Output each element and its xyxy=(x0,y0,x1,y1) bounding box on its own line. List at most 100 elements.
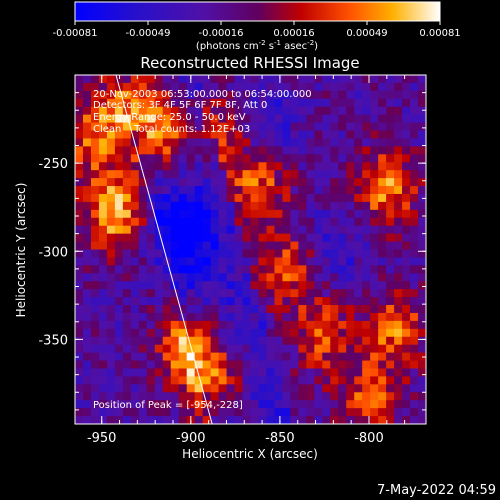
heatmap-cell xyxy=(346,416,355,424)
heatmap-cell xyxy=(346,146,355,155)
heatmap-cell xyxy=(370,336,379,346)
heatmap-cell xyxy=(178,162,188,171)
heatmap-cell xyxy=(90,352,100,362)
colorbar-tick-label: 0.00049 xyxy=(346,28,387,39)
heatmap-cell xyxy=(362,360,371,370)
heatmap-cell xyxy=(258,170,268,179)
heatmap-cell xyxy=(178,400,188,409)
heatmap-cell xyxy=(418,98,426,108)
heatmap-cell xyxy=(362,146,371,155)
heatmap-cell xyxy=(234,249,244,259)
heatmap-cell xyxy=(322,320,331,330)
heatmap-cell xyxy=(202,352,212,362)
heatmap-cell xyxy=(154,170,164,179)
heatmap-cell xyxy=(178,178,188,187)
heatmap-cell xyxy=(330,98,339,108)
heatmap-cell xyxy=(162,297,172,306)
heatmap-cell xyxy=(90,233,100,243)
heatmap-cell xyxy=(410,376,419,385)
heatmap-cell xyxy=(210,400,220,409)
heatmap-cell xyxy=(402,281,411,290)
heatmap-cell xyxy=(418,130,426,140)
heatmap-cell xyxy=(146,408,156,417)
heatmap-cell xyxy=(210,297,220,306)
heatmap-cell xyxy=(154,368,164,378)
heatmap-cell xyxy=(234,90,244,100)
heatmap-cell xyxy=(242,106,252,116)
heatmap-cell xyxy=(114,122,124,132)
colorbar-unit-label: (photons cm-2 s-1 asec-2) xyxy=(196,39,318,52)
heatmap-cell xyxy=(130,328,140,338)
heatmap-cell xyxy=(90,416,100,424)
heatmap-cell xyxy=(218,209,228,219)
heatmap-cell xyxy=(202,178,212,187)
heatmap-cell xyxy=(274,320,284,330)
heatmap-cell xyxy=(394,249,403,259)
heatmap-cell xyxy=(106,384,116,393)
heatmap-cell xyxy=(282,186,291,195)
heatmap-cell xyxy=(106,75,116,84)
heatmap-cell xyxy=(98,408,108,417)
heatmap-cell xyxy=(154,297,164,306)
heatmap-cell xyxy=(298,193,307,203)
heatmap-cell xyxy=(282,384,291,393)
heatmap-cell xyxy=(410,209,419,219)
heatmap-cell xyxy=(354,170,363,179)
heatmap-cell xyxy=(178,98,188,108)
heatmap-cell xyxy=(218,368,228,378)
heatmap-cell xyxy=(394,257,403,266)
heatmap-cell xyxy=(98,336,108,346)
heatmap-cell xyxy=(146,138,156,147)
heatmap-cell xyxy=(402,154,411,163)
heatmap-cell xyxy=(418,241,426,251)
heatmap-cell xyxy=(314,305,323,314)
heatmap-cell xyxy=(82,257,92,266)
heatmap-cell xyxy=(210,154,220,163)
heatmap-cell xyxy=(330,265,339,274)
heatmap-cell xyxy=(354,233,363,243)
peak-label: Position of Peak = [-954,-228] xyxy=(93,400,243,411)
heatmap-cell xyxy=(330,336,339,346)
heatmap-cell xyxy=(266,154,276,163)
colorbar: -0.00081 -0.00049 -0.00016 0.00016 0.00049 0.… xyxy=(53,1,461,52)
heatmap-cell xyxy=(242,344,252,354)
heatmap-cell xyxy=(306,209,315,219)
heatmap-cell xyxy=(306,162,315,171)
heatmap-cell xyxy=(250,352,260,362)
heatmap-cell xyxy=(98,312,108,322)
heatmap-cell xyxy=(170,281,180,290)
heatmap-cell xyxy=(346,225,355,235)
heatmap-cell xyxy=(234,130,244,140)
heatmap-cell xyxy=(178,82,188,92)
heatmap-cell xyxy=(130,201,140,211)
heatmap-cell xyxy=(354,130,363,140)
heatmap-cell xyxy=(386,416,395,424)
heatmap-cell xyxy=(138,344,148,354)
heatmap-cell xyxy=(322,328,331,338)
heatmap-cell xyxy=(402,400,411,409)
heatmap-cell xyxy=(290,384,299,393)
heatmap-cell xyxy=(370,201,379,211)
heatmap-cell xyxy=(234,193,244,203)
heatmap-cell xyxy=(330,392,339,401)
heatmap-cell xyxy=(186,162,196,171)
heatmap-cell xyxy=(75,162,84,171)
heatmap-cell xyxy=(194,265,204,274)
heatmap-cell xyxy=(138,233,148,243)
heatmap-cell xyxy=(266,328,276,338)
heatmap-cell xyxy=(114,265,124,274)
heatmap-cell xyxy=(178,273,188,282)
heatmap-cell xyxy=(314,193,323,203)
heatmap-cell xyxy=(290,360,299,370)
heatmap-cell xyxy=(346,162,355,171)
heatmap-cell xyxy=(274,217,284,227)
heatmap-cell xyxy=(202,368,212,378)
heatmap-cell xyxy=(354,90,363,100)
heatmap-cell xyxy=(90,305,100,314)
heatmap-cell xyxy=(418,336,426,346)
heatmap-cell xyxy=(178,90,188,100)
heatmap-cell xyxy=(402,312,411,322)
heatmap-cell xyxy=(162,408,172,417)
heatmap-cell xyxy=(330,122,339,132)
heatmap-cell xyxy=(266,233,276,243)
